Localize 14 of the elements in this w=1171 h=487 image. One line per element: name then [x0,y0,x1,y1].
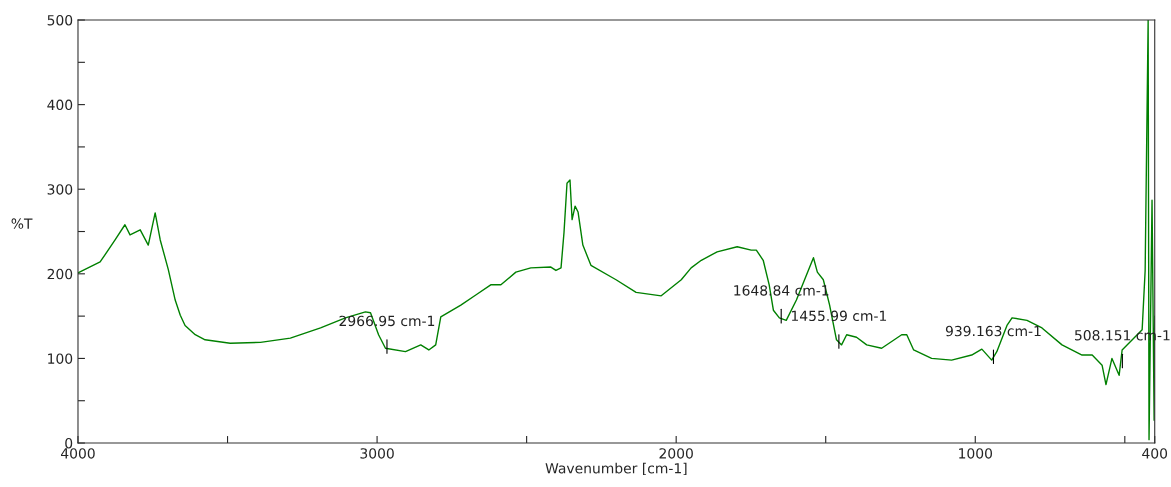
x-tick-label: 3000 [360,448,394,459]
y-tick-label: 0 [65,437,73,449]
y-tick-label: 100 [48,353,73,364]
x-tick-label: 2000 [659,448,693,459]
y-tick-label: 500 [47,14,73,26]
y-tick-label: 300 [47,184,73,195]
annotation: 939.163 cm-1 [945,325,1041,337]
x-tick-label: 400 [1142,448,1168,459]
y-tick-label: 200 [47,268,73,280]
x-tick-label: 4000 [60,448,95,459]
x-tick-label: 1000 [959,448,993,459]
y-tick-label: 400 [47,99,73,111]
y-axis-title: %T [11,218,33,229]
x-axis-title: Wavenumber [cm-1] [545,462,687,476]
